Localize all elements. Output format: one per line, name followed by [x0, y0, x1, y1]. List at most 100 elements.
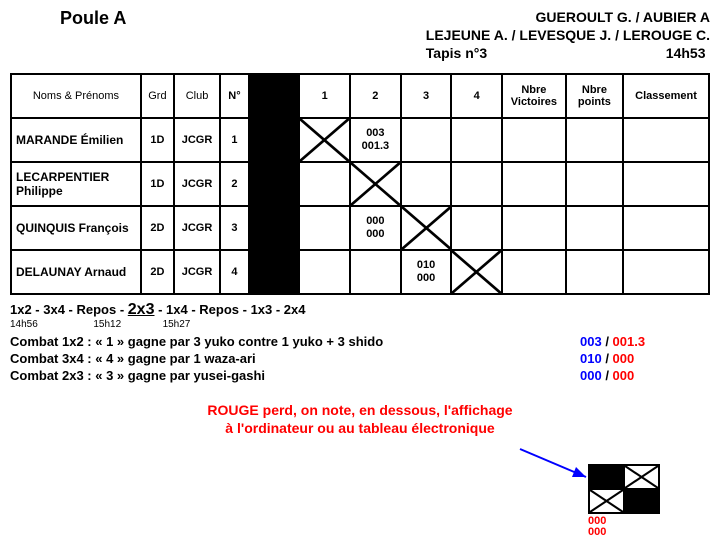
col-name: Noms & Prénoms — [11, 74, 141, 118]
red-note: ROUGE perd, on note, en dessous, l'affic… — [10, 401, 710, 437]
mini-bottom: 000 — [588, 527, 660, 538]
col-1: 1 — [299, 74, 350, 118]
arrow-icon — [516, 445, 596, 485]
cell-name: QUINQUIS François — [11, 206, 141, 250]
cell-score: 000000 — [350, 206, 401, 250]
cell-empty — [299, 250, 350, 294]
cell-no: 3 — [220, 206, 249, 250]
combat-text: Combat 2x3 : « 3 » gagne par yusei-gashi — [10, 368, 265, 383]
cell-name: MARANDE Émilien — [11, 118, 141, 162]
cell-club: JCGR — [174, 118, 220, 162]
cell-club: JCGR — [174, 206, 220, 250]
cell-vict — [502, 162, 566, 206]
combat-row: Combat 1x2 : « 1 » gagne par 3 yuko cont… — [10, 334, 710, 349]
cell-no: 2 — [220, 162, 249, 206]
score-loser: 001.3 — [613, 334, 646, 349]
cell-empty — [451, 162, 502, 206]
officials-line2: LEJEUNE A. / LEVESQUE J. / LEROUGE C. — [426, 26, 710, 44]
match-sequence: 1x2 - 3x4 - Repos - 2x3 - 1x4 - Repos - … — [10, 301, 710, 319]
score-loser: 000 — [613, 351, 635, 366]
score-winner: 000 — [580, 368, 602, 383]
cell-grd: 2D — [141, 250, 174, 294]
cell-black — [249, 206, 300, 250]
col-vict: Nbre Victoires — [502, 74, 566, 118]
cell-empty — [401, 118, 452, 162]
sequence-part: - 1x4 - Repos - 1x3 - 2x4 — [154, 302, 305, 317]
note-line2: à l'ordinateur ou au tableau électroniqu… — [10, 419, 710, 437]
cell-cross — [451, 250, 502, 294]
cell-empty — [299, 162, 350, 206]
officials-line1: GUEROULT G. / AUBIER A — [426, 8, 710, 26]
cell-grd: 1D — [141, 118, 174, 162]
col-clas: Classement — [623, 74, 709, 118]
cell-clas — [623, 206, 709, 250]
mini-cross-2 — [589, 489, 624, 513]
cell-name: DELAUNAY Arnaud — [11, 250, 141, 294]
col-club: Club — [174, 74, 220, 118]
cell-cross — [299, 118, 350, 162]
score-winner: 003 — [580, 334, 602, 349]
cell-empty — [350, 250, 401, 294]
start-time: 14h53 — [666, 44, 706, 62]
cell-empty — [401, 162, 452, 206]
cell-empty — [451, 206, 502, 250]
col-3: 3 — [401, 74, 452, 118]
cell-clas — [623, 118, 709, 162]
col-black — [249, 74, 300, 118]
cell-empty — [451, 118, 502, 162]
cell-club: JCGR — [174, 162, 220, 206]
col-no: N° — [220, 74, 249, 118]
mini-black-2 — [624, 489, 659, 513]
cell-vict — [502, 118, 566, 162]
col-2: 2 — [350, 74, 401, 118]
seq-time-3: 15h27 — [163, 319, 191, 330]
cell-cross — [350, 162, 401, 206]
mini-cross-1 — [624, 465, 659, 489]
combat-text: Combat 1x2 : « 1 » gagne par 3 yuko cont… — [10, 334, 383, 349]
data-row: QUINQUIS François2DJCGR3 000000 — [11, 206, 709, 250]
cell-black — [249, 162, 300, 206]
data-row: DELAUNAY Arnaud2DJCGR4 010000 — [11, 250, 709, 294]
cell-no: 1 — [220, 118, 249, 162]
combat-text: Combat 3x4 : « 4 » gagne par 1 waza-ari — [10, 351, 256, 366]
cell-club: JCGR — [174, 250, 220, 294]
seq-time-2: 15h12 — [55, 319, 160, 330]
data-row: LECARPENTIER Philippe1DJCGR2 — [11, 162, 709, 206]
header-row: Noms & Prénoms Grd Club N° 1 2 3 4 Nbre … — [11, 74, 709, 118]
score-loser: 000 — [613, 368, 635, 383]
sequence-part: 1x2 - 3x4 - Repos - — [10, 302, 128, 317]
cell-pts — [566, 118, 623, 162]
seq-time-1: 14h56 — [10, 319, 52, 330]
cell-grd: 1D — [141, 162, 174, 206]
data-row: MARANDE Émilien1DJCGR1 003001.3 — [11, 118, 709, 162]
mini-black-1 — [589, 465, 624, 489]
cell-empty — [299, 206, 350, 250]
cell-pts — [566, 162, 623, 206]
tapis-label: Tapis n°3 — [426, 44, 546, 62]
note-line1: ROUGE perd, on note, en dessous, l'affic… — [10, 401, 710, 419]
score-winner: 010 — [580, 351, 602, 366]
cell-grd: 2D — [141, 206, 174, 250]
cell-no: 4 — [220, 250, 249, 294]
combat-score: 000 / 000 — [580, 368, 710, 383]
cell-pts — [566, 206, 623, 250]
poule-title: Poule A — [10, 8, 126, 29]
cell-black — [249, 118, 300, 162]
cell-clas — [623, 162, 709, 206]
pool-table: Noms & Prénoms Grd Club N° 1 2 3 4 Nbre … — [10, 73, 710, 295]
combat-row: Combat 3x4 : « 4 » gagne par 1 waza-ari 0… — [10, 351, 710, 366]
cell-score: 003001.3 — [350, 118, 401, 162]
sequence-part: 2x3 — [128, 301, 155, 318]
mini-grid: 000 000 — [588, 464, 660, 522]
cell-cross — [401, 206, 452, 250]
col-4: 4 — [451, 74, 502, 118]
combat-score: 003 / 001.3 — [580, 334, 710, 349]
combat-row: Combat 2x3 : « 3 » gagne par yusei-gashi… — [10, 368, 710, 383]
col-pts: Nbre points — [566, 74, 623, 118]
combat-results: Combat 1x2 : « 1 » gagne par 3 yuko cont… — [10, 334, 710, 383]
col-grd: Grd — [141, 74, 174, 118]
officials-block: GUEROULT G. / AUBIER A LEJEUNE A. / LEVE… — [426, 8, 710, 63]
cell-vict — [502, 250, 566, 294]
cell-score: 010000 — [401, 250, 452, 294]
cell-pts — [566, 250, 623, 294]
